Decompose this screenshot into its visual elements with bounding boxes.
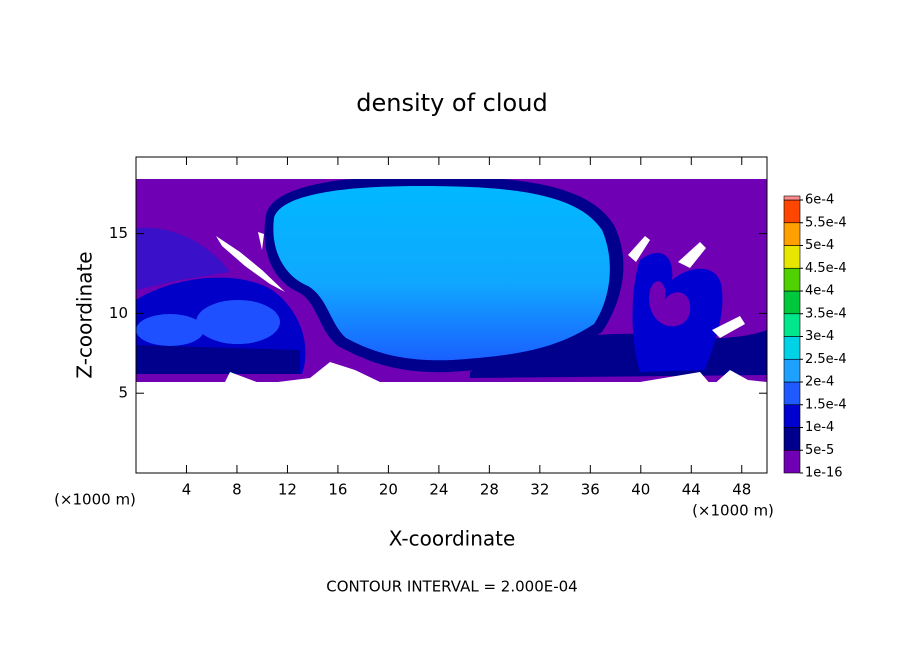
contour-fill <box>136 314 204 346</box>
contour-fill <box>196 300 280 344</box>
x-tick-label: 16 <box>328 481 347 499</box>
contour-field <box>136 157 767 474</box>
colorbar-label: 3.5e-4 <box>805 306 847 321</box>
x-tick-label: 44 <box>682 481 701 499</box>
unit-label: (×1000 m) <box>54 491 136 509</box>
blank-region <box>136 157 767 179</box>
colorbar-box <box>783 195 801 201</box>
x-axis-label: X-coordinate <box>389 527 516 551</box>
contour-fill <box>136 345 300 374</box>
x-tick-label: 20 <box>379 481 398 499</box>
y-tick-label: 5 <box>118 384 128 402</box>
colorbar-box <box>783 199 801 224</box>
colorbar-label: 5e-5 <box>805 443 834 458</box>
colorbar-box <box>783 358 801 383</box>
x-tick-label: 40 <box>631 481 650 499</box>
colorbar-box <box>783 404 801 428</box>
colorbar-box <box>783 381 801 406</box>
contour-fill <box>136 227 230 290</box>
colorbar-box <box>783 290 801 315</box>
colorbar-box <box>783 222 801 246</box>
y-tick-label: 10 <box>109 304 128 322</box>
contour-fill <box>273 186 610 361</box>
colorbar-box <box>783 449 801 474</box>
colorbar-box <box>783 245 801 269</box>
y-axis-label: Z-coordinate <box>73 251 97 378</box>
x-tick-label: 8 <box>232 481 242 499</box>
x-tick-label: 48 <box>732 481 751 499</box>
x-tick-label: 24 <box>429 481 448 499</box>
unit-label: (×1000 m) <box>692 502 774 520</box>
x-tick-label: 28 <box>480 481 499 499</box>
colorbar-label: 1e-4 <box>805 420 834 435</box>
x-tick-label: 4 <box>182 481 192 499</box>
colorbar-label: 4e-4 <box>805 284 834 299</box>
colorbar-label: 3e-4 <box>805 329 834 344</box>
x-tick-label: 32 <box>530 481 549 499</box>
colorbar-label: 5e-4 <box>805 238 834 253</box>
plot-frame <box>135 156 768 474</box>
colorbar-label: 6e-4 <box>805 193 834 208</box>
colorbar-label: 4.5e-4 <box>805 261 847 276</box>
colorbar-box <box>783 427 801 451</box>
footnote: CONTOUR INTERVAL = 2.000E-04 <box>326 578 577 596</box>
x-tick-label: 12 <box>278 481 297 499</box>
colorbar-box <box>783 267 801 292</box>
y-tick-label: 15 <box>109 224 128 242</box>
colorbar-box <box>783 336 801 360</box>
colorbar-label: 1.5e-4 <box>805 397 847 412</box>
colorbar-box <box>783 313 801 337</box>
chart-title: density of cloud <box>356 89 547 117</box>
blank-region <box>136 362 767 474</box>
colorbar-label: 1e-16 <box>805 466 843 481</box>
contour-fill <box>649 281 691 327</box>
colorbar-label: 2.5e-4 <box>805 352 847 367</box>
x-tick-label: 36 <box>581 481 600 499</box>
colorbar-label: 2e-4 <box>805 375 834 390</box>
colorbar-label: 5.5e-4 <box>805 215 847 230</box>
